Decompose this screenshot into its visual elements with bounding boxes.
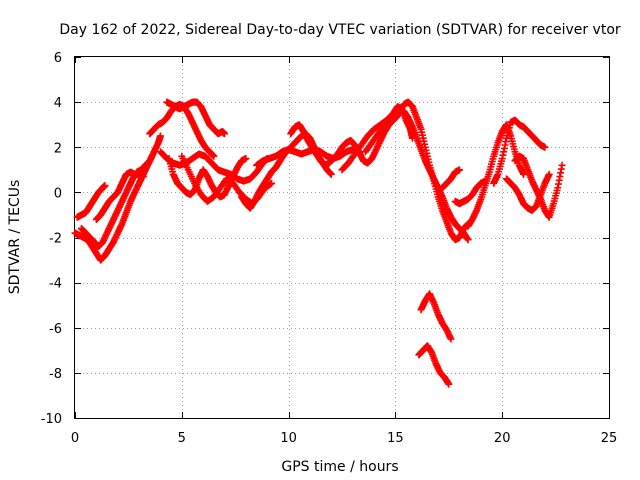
axis-ticks: [75, 57, 610, 419]
series-pass-01: [73, 182, 109, 221]
data-marks: [71, 98, 566, 388]
y-tick-labels: -10 -8 -6 -4 -2 0 2 4 6: [41, 51, 62, 427]
data-point: [545, 170, 553, 178]
plot-frame: [74, 56, 610, 419]
series-pass-15: [400, 107, 472, 244]
grid: [75, 57, 609, 418]
y-tick-label: 2: [54, 141, 62, 156]
y-tick-label: -2: [49, 232, 62, 247]
y-tick-label: 6: [54, 51, 62, 66]
data-point: [101, 182, 109, 190]
data-point: [221, 130, 229, 138]
chart-title: Day 162 of 2022, Sidereal Day-to-day VTE…: [59, 22, 621, 38]
data-point: [445, 380, 453, 388]
y-tick-label: -8: [49, 367, 62, 382]
x-tick-label: 20: [494, 431, 511, 446]
series-pass-18: [415, 342, 453, 388]
y-tick-label: -10: [41, 412, 62, 427]
x-tick-label: 5: [178, 431, 186, 446]
series-pass-21: [490, 116, 549, 187]
y-tick-label: 0: [54, 186, 62, 201]
data-point: [327, 170, 335, 178]
y-axis-label: SDTVAR / TECUs: [7, 180, 23, 295]
series-pass-17: [417, 290, 455, 343]
y-tick-label: 4: [54, 96, 62, 111]
y-tick-label: -4: [49, 277, 62, 292]
series-pass-22: [502, 170, 553, 214]
series-pass-10: [238, 130, 335, 212]
x-tick-label: 15: [387, 431, 404, 446]
series-pass-02: [71, 152, 156, 264]
y-tick-label: -6: [49, 322, 62, 337]
data-point: [447, 335, 455, 343]
series-pass-23: [511, 152, 566, 221]
x-tick-labels: 0 5 10 15 20 25: [71, 431, 617, 446]
data-point: [455, 166, 463, 174]
data-point: [139, 173, 147, 181]
x-tick-label: 25: [601, 431, 618, 446]
data-point: [242, 155, 250, 163]
data-point: [558, 161, 566, 169]
x-axis-label: GPS time / hours: [281, 459, 398, 475]
data-point: [541, 143, 549, 151]
x-tick-label: 10: [280, 431, 297, 446]
data-point: [210, 152, 218, 160]
series-pass-14: [361, 98, 472, 244]
data-point: [156, 132, 164, 140]
data-point: [464, 236, 472, 244]
series-pass-06: [163, 98, 229, 138]
series-pass-03: [77, 132, 164, 251]
x-tick-label: 0: [71, 431, 79, 446]
series-pass-12: [287, 112, 402, 169]
series-pass-04: [92, 168, 147, 223]
data-point: [268, 179, 276, 187]
series-pass-16: [438, 166, 463, 192]
